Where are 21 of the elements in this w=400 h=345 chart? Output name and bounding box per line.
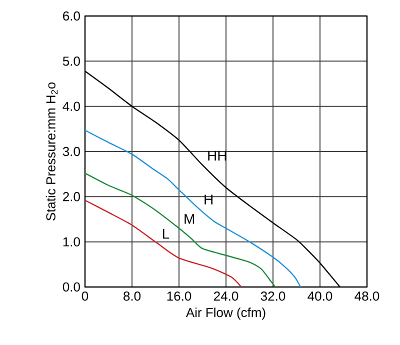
y-axis-title: Static Pressure:mm H$_{2}$o (46, 82, 58, 220)
x-tick-label: 40.0 (308, 292, 332, 301)
y-tick-label: 5.0 (62, 56, 80, 66)
x-tick-label: 0 (82, 292, 88, 301)
x-axis-title: Air Flow (cfm) (186, 308, 266, 320)
x-tick-label: 8.0 (124, 292, 141, 301)
x-tick-label: 48.0 (354, 292, 380, 301)
x-tick-label: 16.0 (167, 292, 192, 301)
line-series (84, 172, 276, 288)
y-tick-label: 6.0 (63, 11, 80, 21)
series-label: H (204, 194, 212, 204)
y-tick-label: 4.0 (62, 102, 80, 111)
line-series (84, 130, 302, 288)
y-tick-label: 2.0 (63, 192, 80, 202)
y-tick-label: 3.0 (62, 146, 80, 156)
y-tick-label: 1.0 (63, 237, 80, 246)
y-tick-label: 0.0 (62, 282, 80, 292)
x-tick-label: 24.0 (214, 292, 238, 301)
series-label: M (184, 214, 194, 224)
x-tick-label: 32.0 (260, 292, 286, 301)
series-label: L (162, 229, 170, 239)
